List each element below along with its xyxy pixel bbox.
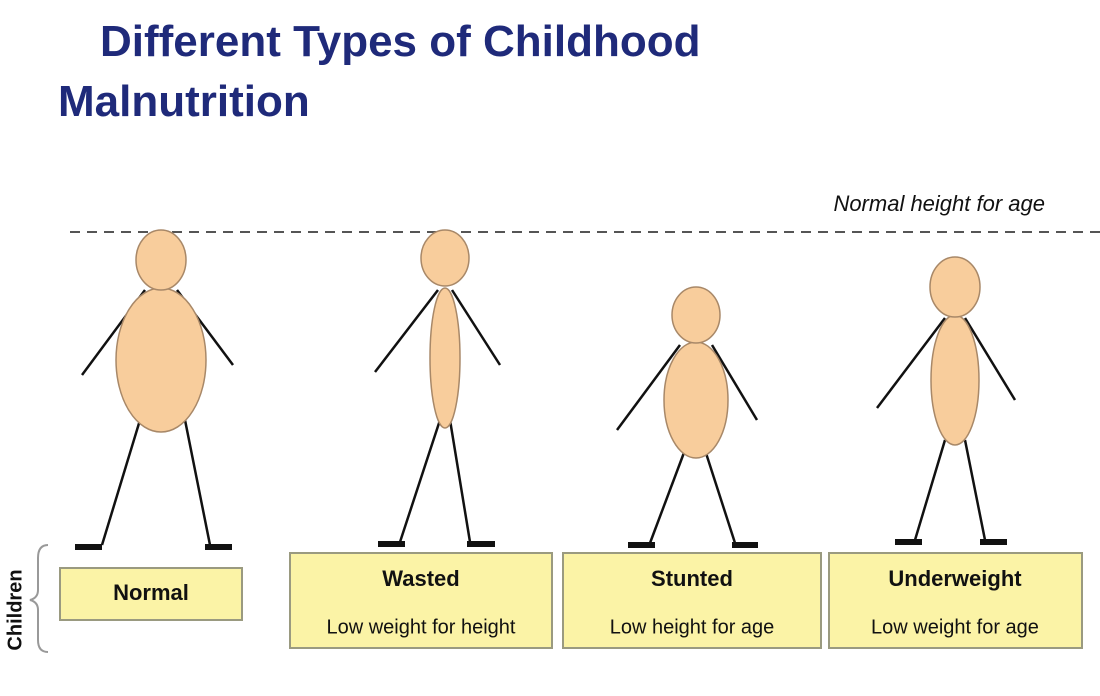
category-label: Stunted [651, 566, 733, 591]
category-description: Low weight for height [326, 616, 515, 638]
label-box [289, 552, 553, 649]
category-label: Underweight [888, 566, 1022, 591]
figure-stunted [615, 286, 759, 548]
label-box [59, 567, 243, 621]
category-description: Low weight for age [871, 616, 1039, 638]
label-box [562, 552, 822, 649]
reference-label: Normal height for age [833, 191, 1045, 216]
category-label: Normal [113, 580, 189, 605]
brace [29, 544, 49, 653]
category-description: Low height for age [610, 616, 775, 638]
category-label: Wasted [382, 566, 459, 591]
label-box [828, 552, 1083, 649]
figure-wasted [374, 229, 502, 547]
title: Different Types of Childhood Malnutritio… [58, 17, 701, 126]
figure-underweight [876, 256, 1017, 545]
side-label: Children [4, 569, 26, 650]
figure-normal [75, 229, 235, 550]
